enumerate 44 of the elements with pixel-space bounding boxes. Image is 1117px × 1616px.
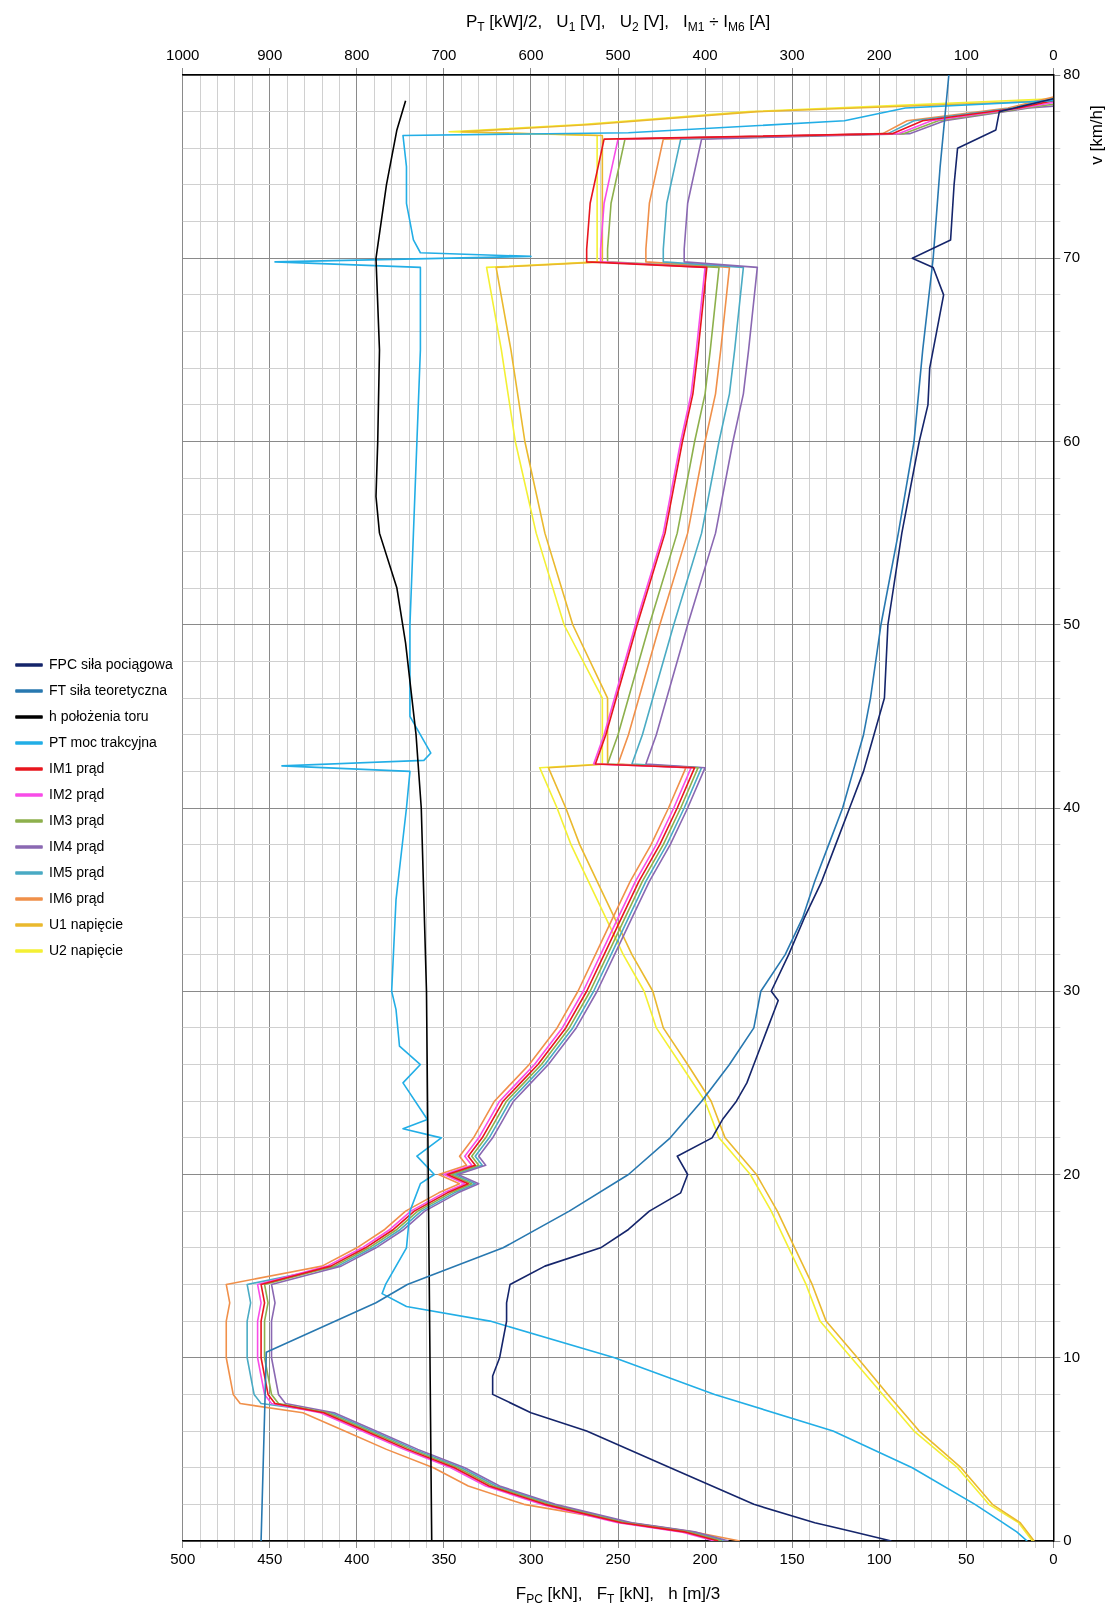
x-tick-label: 350 xyxy=(431,1550,457,1568)
y-tick-label: 40 xyxy=(1063,798,1080,816)
legend-label: U1 napięcie xyxy=(49,915,124,932)
y-tick-label: 0 xyxy=(1063,1531,1072,1549)
x2-tick-label: 900 xyxy=(257,46,283,64)
legend-label: PT moc trakcyjna xyxy=(49,733,158,750)
x2-tick-label: 100 xyxy=(953,46,979,64)
x2-tick-label: 800 xyxy=(344,46,370,64)
x-tick-label: 0 xyxy=(1049,1550,1058,1568)
y-tick-label: 10 xyxy=(1063,1347,1080,1365)
y-tick-label: 50 xyxy=(1063,614,1080,632)
legend-label: h położenia toru xyxy=(49,707,149,724)
legend-label: IM5 prąd xyxy=(49,863,105,880)
x2-tick-label: 0 xyxy=(1049,46,1058,64)
x2-tick-label: 300 xyxy=(779,46,805,64)
legend-label: FT siła teoretyczna xyxy=(49,681,168,698)
x-tick-label: 50 xyxy=(957,1550,975,1568)
y-tick-label: 80 xyxy=(1063,65,1080,83)
x2-tick-label: 500 xyxy=(605,46,631,64)
legend-label: U2 napięcie xyxy=(49,941,124,958)
x-tick-label: 400 xyxy=(344,1550,370,1568)
x-tick-label: 100 xyxy=(866,1550,892,1568)
legend-label: IM2 prąd xyxy=(49,785,105,802)
legend-label: IM3 prąd xyxy=(49,811,105,828)
y-tick-label: 60 xyxy=(1063,431,1080,449)
x-tick-label: 500 xyxy=(170,1550,196,1568)
legend-label: FPC siła pociągowa xyxy=(49,655,173,672)
x2-tick-label: 700 xyxy=(431,46,457,64)
x-tick-label: 250 xyxy=(605,1550,631,1568)
x2-tick-label: 200 xyxy=(866,46,892,64)
x-tick-label: 300 xyxy=(518,1550,544,1568)
x2-tick-label: 1000 xyxy=(166,46,200,64)
legend-label: IM1 prąd xyxy=(49,759,105,776)
y-tick-label: 20 xyxy=(1063,1164,1080,1182)
y-tick-label: 70 xyxy=(1063,248,1080,266)
x-tick-label: 150 xyxy=(779,1550,805,1568)
y-axis-title: v [km/h] xyxy=(1086,105,1106,165)
x-tick-label: 200 xyxy=(692,1550,718,1568)
legend-label: IM6 prąd xyxy=(49,889,105,906)
y-tick-label: 30 xyxy=(1063,981,1080,999)
x-tick-label: 450 xyxy=(257,1550,283,1568)
x2-tick-label: 600 xyxy=(518,46,544,64)
legend-label: IM4 prąd xyxy=(49,837,105,854)
x2-tick-label: 400 xyxy=(692,46,718,64)
